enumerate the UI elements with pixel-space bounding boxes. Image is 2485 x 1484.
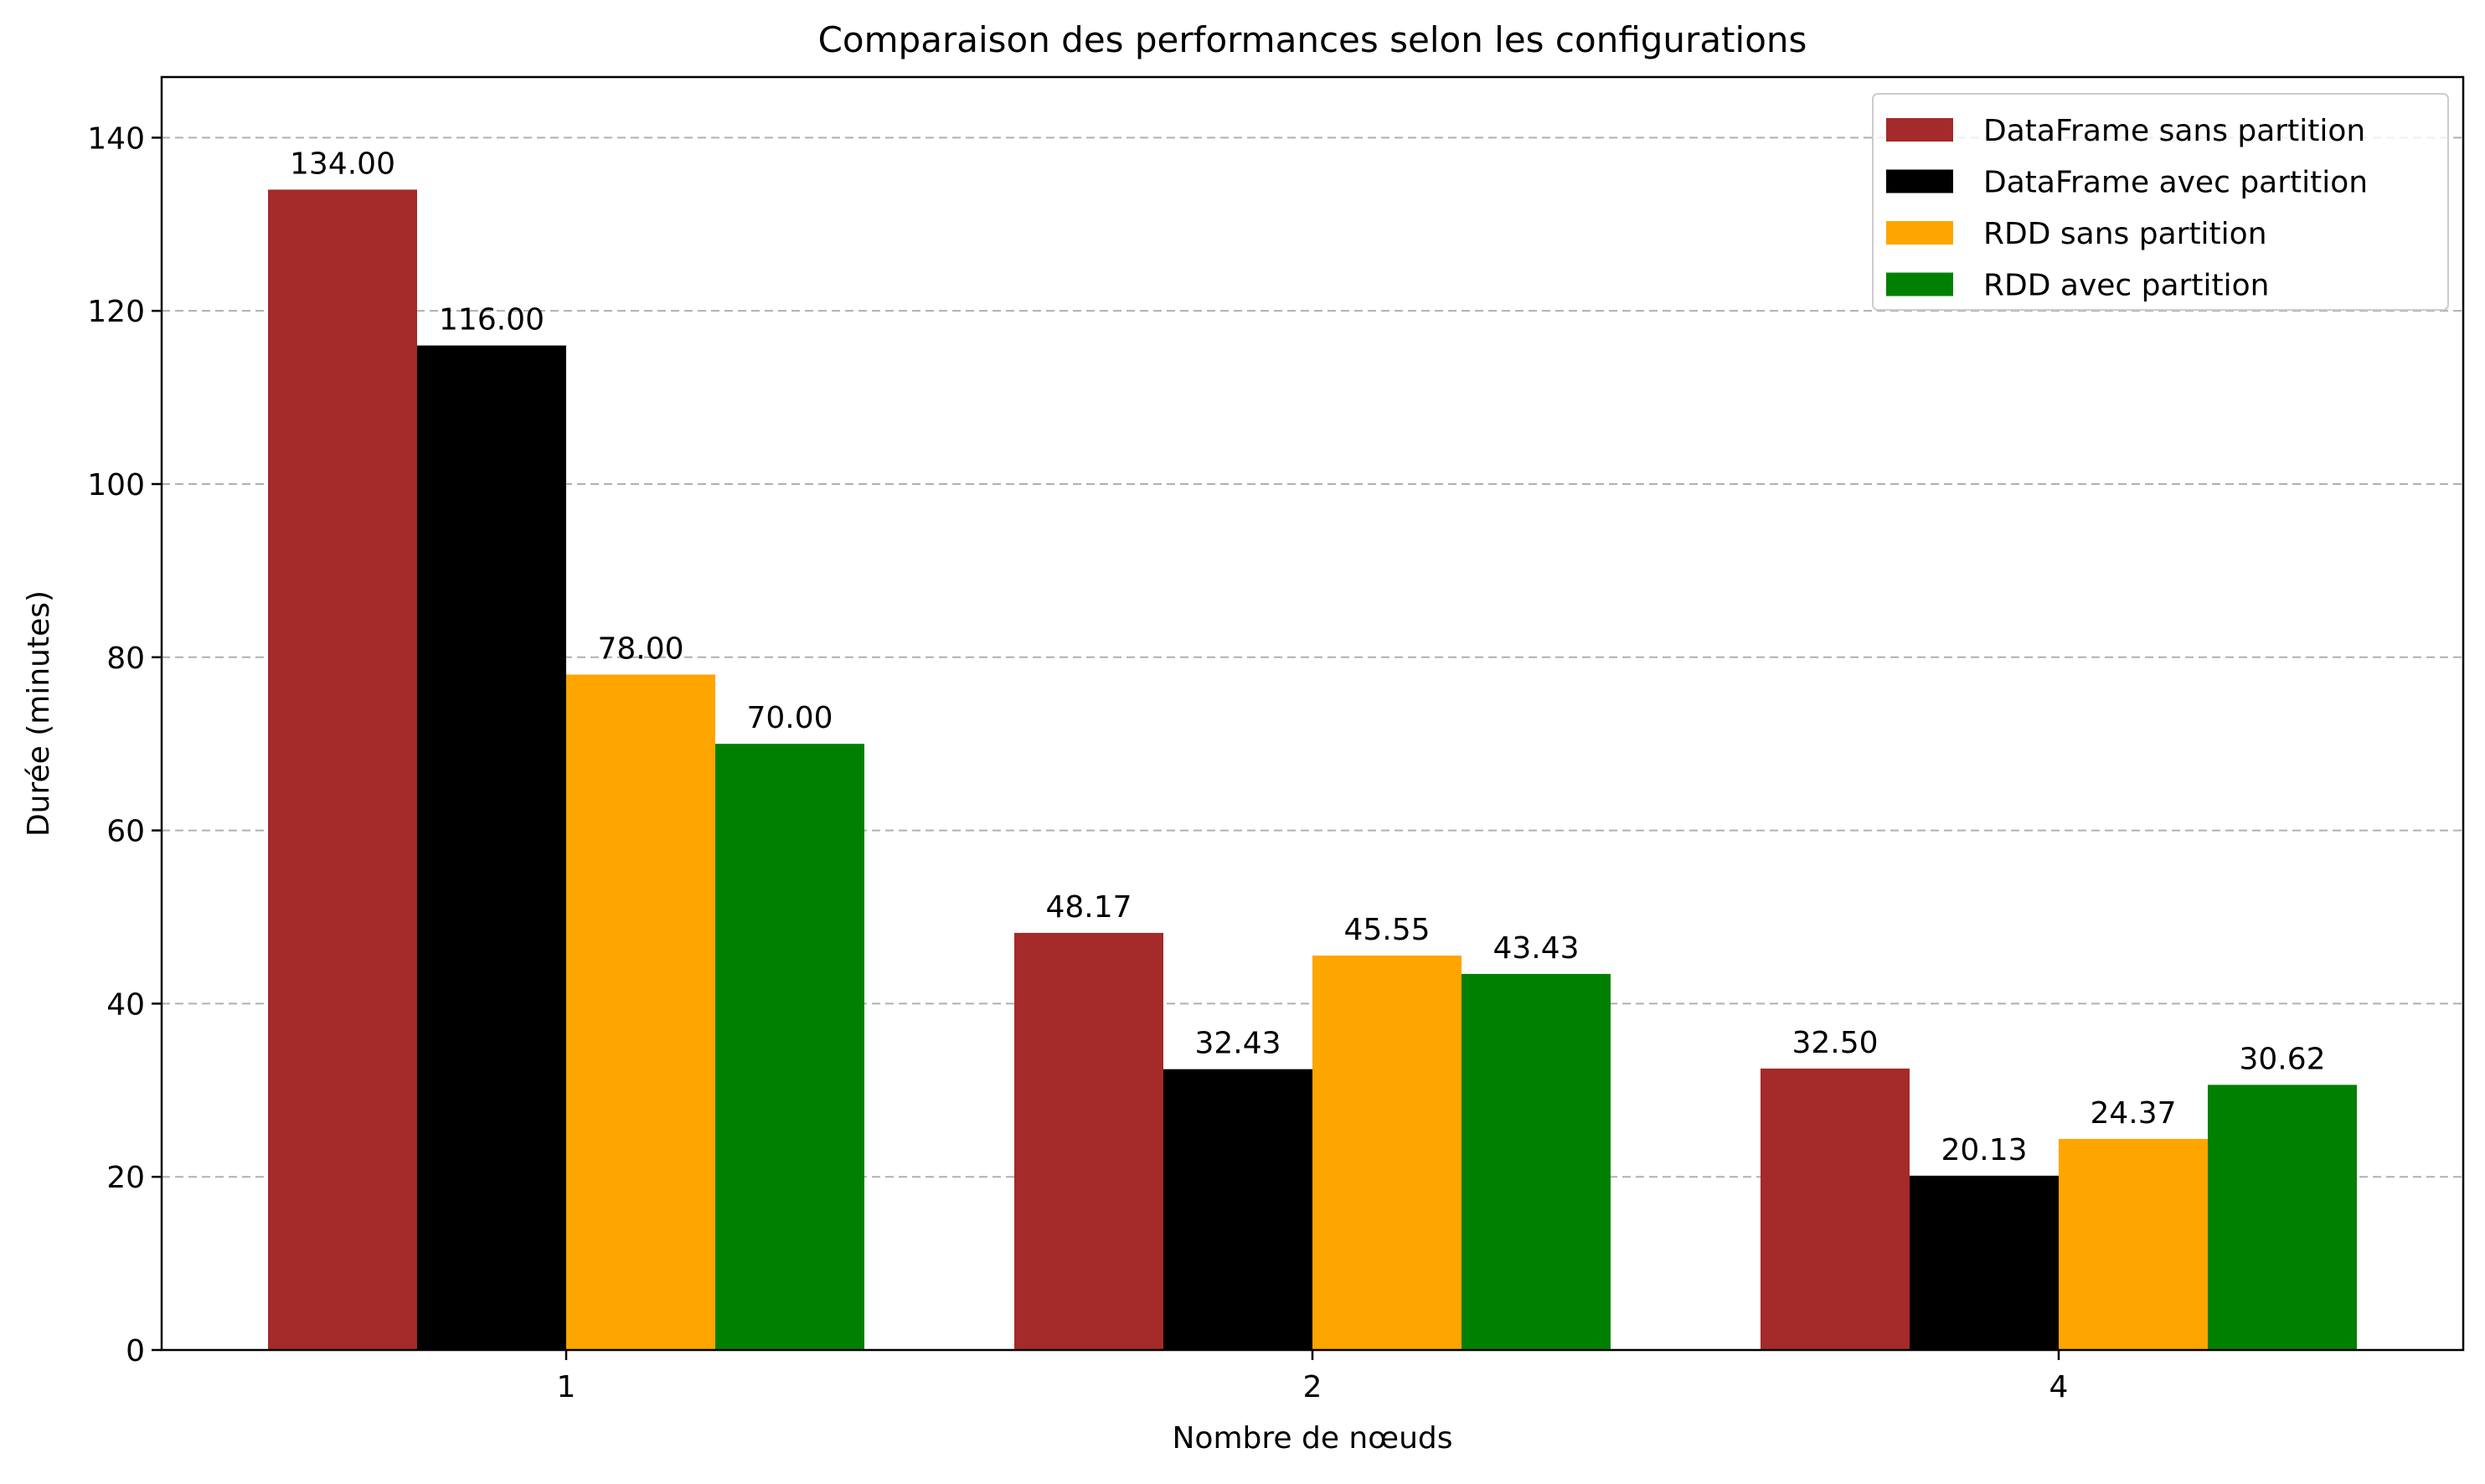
bar	[566, 674, 715, 1350]
bar-value-label: 45.55	[1343, 913, 1430, 947]
bar	[417, 345, 566, 1351]
legend-entry-label: RDD sans partition	[1983, 217, 2267, 251]
bar-value-label: 43.43	[1493, 931, 1579, 966]
bar-value-label: 32.50	[1792, 1026, 1878, 1060]
bar	[1462, 973, 1611, 1350]
y-tick-label: 120	[87, 295, 145, 329]
y-tick-label: 100	[87, 468, 145, 502]
legend-swatch	[1886, 272, 1953, 296]
bar-value-label: 70.00	[746, 701, 833, 735]
bar	[1910, 1175, 2059, 1350]
x-axis-label: Nombre de nœuds	[1173, 1421, 1453, 1456]
y-tick-label: 40	[106, 987, 145, 1022]
bar	[1761, 1068, 1910, 1350]
bar	[2208, 1085, 2357, 1350]
bar-value-label: 78.00	[597, 631, 683, 666]
legend-entry-label: DataFrame sans partition	[1983, 114, 2365, 148]
data-labels: 134.00 116.00 78.00 70.00 48.17 32.43 45.55 43.…	[290, 147, 2326, 1167]
legend-swatch	[1886, 169, 1953, 193]
y-axis-label: Durée (minutes)	[22, 590, 56, 837]
bar-value-label: 24.37	[2090, 1096, 2176, 1131]
chart-title: Comparaison des performances selon les c…	[818, 19, 1807, 60]
legend-swatch	[1886, 118, 1953, 142]
bar-value-label: 20.13	[1941, 1133, 2027, 1167]
y-tick-label: 140	[87, 121, 145, 156]
bar-value-label: 30.62	[2239, 1042, 2325, 1076]
legend-swatch	[1886, 221, 1953, 245]
bar	[1014, 932, 1163, 1350]
bar	[268, 189, 417, 1351]
bar-value-label: 48.17	[1045, 890, 1132, 925]
bar-value-label: 116.00	[439, 303, 544, 338]
axis-ticks: 0 20 40 60 80 100 120 140 1 2 4	[87, 121, 2068, 1404]
y-tick-label: 20	[106, 1161, 145, 1195]
bar-value-label: 134.00	[290, 147, 395, 181]
y-tick-label: 80	[106, 642, 145, 676]
bar	[1312, 956, 1462, 1350]
legend-entry-label: DataFrame avec partition	[1983, 166, 2368, 200]
bars	[268, 189, 2357, 1351]
legend-entry-label: RDD avec partition	[1983, 269, 2269, 303]
y-tick-label: 0	[126, 1334, 145, 1368]
legend-box	[1872, 93, 2449, 311]
x-tick-label: 2	[1303, 1370, 1322, 1404]
bar-value-label: 32.43	[1194, 1027, 1281, 1061]
x-tick-label: 4	[2049, 1370, 2069, 1404]
legend: DataFrame sans partition DataFrame avec p…	[1872, 93, 2449, 311]
x-tick-label: 1	[557, 1370, 576, 1404]
bar	[1163, 1069, 1312, 1350]
bar	[2059, 1139, 2208, 1350]
bar	[715, 744, 864, 1350]
y-tick-label: 60	[106, 815, 145, 849]
